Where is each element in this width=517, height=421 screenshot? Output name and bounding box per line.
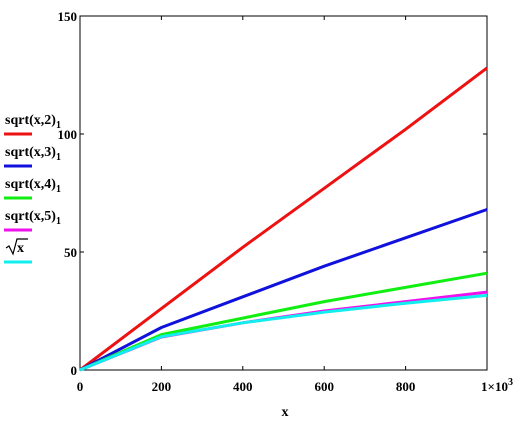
series-line (79, 293, 488, 372)
x-tick-label: 0 (77, 379, 84, 394)
legend: sqrt(x,2)1 sqrt(x,3)1 sqrt(x,4)1 sqrt(x,5)1… (4, 113, 61, 264)
legend-label: x (17, 241, 24, 256)
series-lines (79, 66, 488, 372)
legend-item: sqrt(x,4)1 (4, 177, 61, 200)
legend-label: sqrt(x,2)1 (5, 113, 61, 131)
series-line (79, 208, 488, 372)
legend-label: sqrt(x,3)1 (5, 145, 61, 163)
x-tick-label: 400 (233, 379, 253, 394)
legend-item: sqrt(x,3)1 (4, 145, 61, 168)
x-tick-label: 200 (152, 379, 172, 394)
x-axis-label: x (282, 405, 289, 420)
legend-item: sqrt(x,5)1 (4, 209, 61, 232)
legend-item: x (4, 238, 32, 264)
series-line (79, 271, 488, 372)
series-line (79, 290, 488, 372)
y-tick-label: 150 (58, 9, 78, 24)
legend-item: sqrt(x,2)1 (4, 113, 61, 136)
x-tick-label: 600 (314, 379, 334, 394)
legend-label: sqrt(x,4)1 (5, 177, 61, 195)
x-tick-label: 1×103 (481, 377, 513, 394)
series-line (79, 66, 488, 372)
y-tick-label: 100 (58, 127, 78, 142)
y-tick-label: 0 (71, 363, 78, 378)
radical-icon (5, 238, 28, 256)
x-tick-label: 800 (396, 379, 416, 394)
y-tick-label: 50 (64, 245, 77, 260)
legend-label: sqrt(x,5)1 (5, 209, 61, 227)
plot-area (79, 15, 488, 371)
